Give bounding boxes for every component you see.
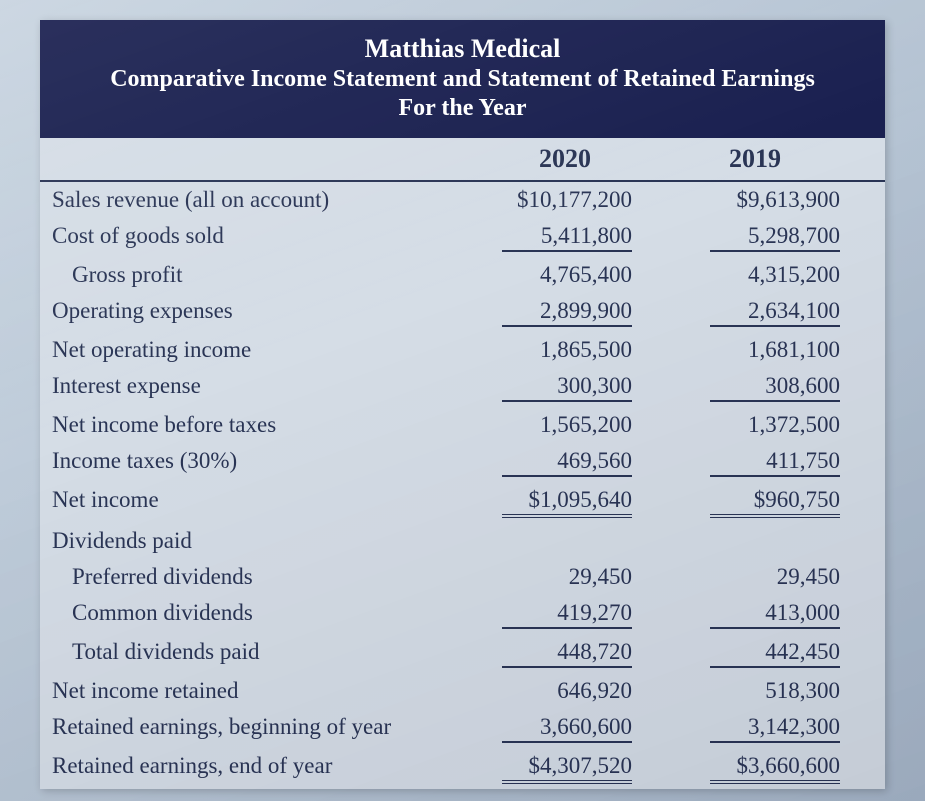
val-comm-2020: 419,270 xyxy=(470,595,660,634)
statement-period: For the Year xyxy=(50,95,875,122)
row-retained: Net income retained 646,920 518,300 xyxy=(40,673,885,709)
row-pref: Preferred dividends 29,450 29,450 xyxy=(40,559,885,595)
val-netincome-2019: $960,750 xyxy=(678,482,868,523)
row-netop: Net operating income 1,865,500 1,681,100 xyxy=(40,332,885,368)
row-pretax: Net income before taxes 1,565,200 1,372,… xyxy=(40,407,885,443)
val-netop-2020: 1,865,500 xyxy=(470,332,660,368)
row-opex: Operating expenses 2,899,900 2,634,100 xyxy=(40,293,885,332)
row-gross: Gross profit 4,765,400 4,315,200 xyxy=(40,257,885,293)
label-sales: Sales revenue (all on account) xyxy=(40,182,470,218)
label-opex: Operating expenses xyxy=(40,293,470,332)
label-interest: Interest expense xyxy=(40,368,470,407)
label-totdiv: Total dividends paid xyxy=(40,634,470,673)
val-totdiv-2020: 448,720 xyxy=(470,634,660,673)
val-cogs-2020: 5,411,800 xyxy=(470,218,660,257)
val-netincome-2020: $1,095,640 xyxy=(470,482,660,523)
val-sales-2019: $9,613,900 xyxy=(678,182,868,218)
row-tax: Income taxes (30%) 469,560 411,750 xyxy=(40,443,885,482)
company-name: Matthias Medical xyxy=(50,34,875,64)
label-tax: Income taxes (30%) xyxy=(40,443,470,482)
val-totdiv-2019: 442,450 xyxy=(678,634,868,673)
label-netop: Net operating income xyxy=(40,332,470,368)
row-totdiv: Total dividends paid 448,720 442,450 xyxy=(40,634,885,673)
label-pretax: Net income before taxes xyxy=(40,407,470,443)
val-divhdr-2019 xyxy=(678,523,868,559)
label-comm: Common dividends xyxy=(40,595,470,634)
val-opex-2020: 2,899,900 xyxy=(470,293,660,332)
row-comm: Common dividends 419,270 413,000 xyxy=(40,595,885,634)
label-pref: Preferred dividends xyxy=(40,559,470,595)
val-gross-2019: 4,315,200 xyxy=(678,257,868,293)
val-gross-2020: 4,765,400 xyxy=(470,257,660,293)
row-cogs: Cost of goods sold 5,411,800 5,298,700 xyxy=(40,218,885,257)
val-interest-2019: 308,600 xyxy=(678,368,868,407)
label-divhdr: Dividends paid xyxy=(40,523,470,559)
year-header-row: 2020 2019 xyxy=(40,138,885,182)
val-reend-2020: $4,307,520 xyxy=(470,748,660,789)
val-tax-2020: 469,560 xyxy=(470,443,660,482)
label-cogs: Cost of goods sold xyxy=(40,218,470,257)
year-spacer xyxy=(40,138,470,180)
val-interest-2020: 300,300 xyxy=(470,368,660,407)
val-netop-2019: 1,681,100 xyxy=(678,332,868,368)
label-retained: Net income retained xyxy=(40,673,470,709)
val-reend-2019: $3,660,600 xyxy=(678,748,868,789)
row-dividends-header: Dividends paid xyxy=(40,523,885,559)
val-tax-2019: 411,750 xyxy=(678,443,868,482)
row-netincome: Net income $1,095,640 $960,750 xyxy=(40,482,885,523)
val-pretax-2020: 1,565,200 xyxy=(470,407,660,443)
val-retained-2019: 518,300 xyxy=(678,673,868,709)
row-interest: Interest expense 300,300 308,600 xyxy=(40,368,885,407)
row-reend: Retained earnings, end of year $4,307,52… xyxy=(40,748,885,789)
year-col-1: 2020 xyxy=(470,138,660,180)
row-sales: Sales revenue (all on account) $10,177,2… xyxy=(40,182,885,218)
val-cogs-2019: 5,298,700 xyxy=(678,218,868,257)
val-divhdr-2020 xyxy=(470,523,660,559)
val-opex-2019: 2,634,100 xyxy=(678,293,868,332)
val-rebeg-2019: 3,142,300 xyxy=(678,709,868,748)
val-pretax-2019: 1,372,500 xyxy=(678,407,868,443)
statement-title: Comparative Income Statement and Stateme… xyxy=(50,66,875,93)
val-pref-2019: 29,450 xyxy=(678,559,868,595)
year-col-2: 2019 xyxy=(660,138,850,180)
row-rebeg: Retained earnings, beginning of year 3,6… xyxy=(40,709,885,748)
statement-header: Matthias Medical Comparative Income Stat… xyxy=(40,20,885,138)
label-netincome: Net income xyxy=(40,482,470,523)
label-gross: Gross profit xyxy=(40,257,470,293)
label-rebeg: Retained earnings, beginning of year xyxy=(40,709,470,748)
label-reend: Retained earnings, end of year xyxy=(40,748,470,789)
income-statement: Matthias Medical Comparative Income Stat… xyxy=(40,20,885,789)
val-rebeg-2020: 3,660,600 xyxy=(470,709,660,748)
val-sales-2020: $10,177,200 xyxy=(470,182,660,218)
val-comm-2019: 413,000 xyxy=(678,595,868,634)
val-pref-2020: 29,450 xyxy=(470,559,660,595)
val-retained-2020: 646,920 xyxy=(470,673,660,709)
